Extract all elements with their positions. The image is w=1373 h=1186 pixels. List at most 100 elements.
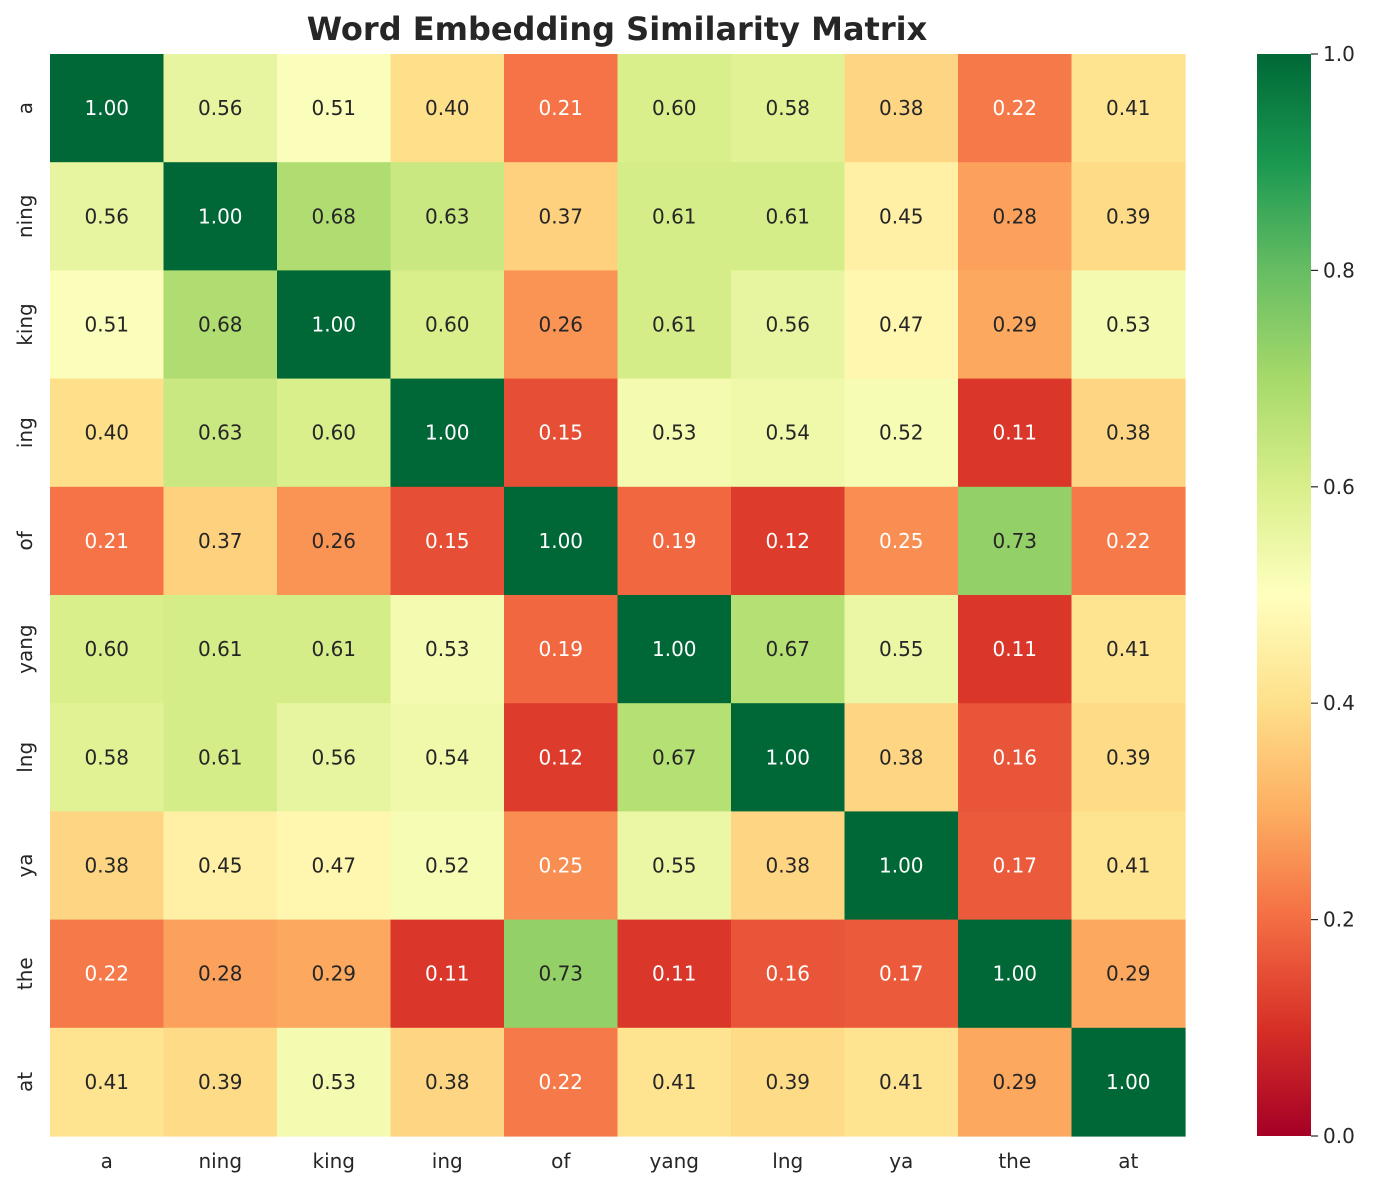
- heatmap-cell-label: 0.63: [425, 204, 470, 228]
- heatmap-cell: [277, 270, 392, 380]
- heatmap-cell-label: 0.61: [198, 637, 243, 661]
- heatmap-cell: [163, 486, 278, 596]
- heatmap-cell: [731, 811, 846, 921]
- heatmap-cell: [1071, 378, 1186, 488]
- heatmap-cell: [277, 54, 392, 163]
- heatmap-cell: [504, 54, 619, 163]
- x-tick-label: ya: [889, 1149, 913, 1173]
- heatmap-cell-label: 0.16: [992, 745, 1037, 769]
- heatmap-cell: [277, 378, 392, 488]
- heatmap-cell-label: 0.51: [84, 313, 129, 337]
- heatmap-cell-label: 1.00: [538, 529, 583, 553]
- x-axis-tick-labels: a ning king ing of yang lng ya the at: [101, 1149, 1139, 1173]
- heatmap-cell-label: 0.29: [992, 1070, 1037, 1094]
- heatmap-cell: [958, 162, 1073, 271]
- heatmap-cell-label: 0.67: [652, 745, 697, 769]
- heatmap-cell: [277, 595, 392, 704]
- heatmap-cell: [504, 811, 619, 921]
- y-tick-label: of: [13, 530, 37, 550]
- heatmap-cell-label: 0.68: [311, 204, 356, 228]
- heatmap-cell: [50, 378, 165, 488]
- heatmap-cell-label: 0.56: [765, 313, 810, 337]
- heatmap-cell: [958, 378, 1073, 488]
- heatmap-cell-label: 0.53: [652, 421, 697, 445]
- y-tick-label: yang: [13, 624, 37, 673]
- heatmap-cell-label: 1.00: [198, 204, 243, 228]
- heatmap-cell-label: 0.28: [198, 962, 243, 986]
- heatmap-cell-label: 0.67: [765, 637, 810, 661]
- heatmap-cell: [390, 811, 505, 921]
- heatmap-cell-label: 0.60: [425, 313, 470, 337]
- heatmap-cell-label: 0.21: [84, 529, 129, 553]
- heatmap-cell-label: 1.00: [1106, 1070, 1151, 1094]
- heatmap-cell-label: 0.22: [538, 1070, 583, 1094]
- heatmap-cell: [844, 162, 959, 271]
- heatmap-cell-label: 1.00: [879, 854, 924, 878]
- heatmap-cell-label: 0.29: [1106, 962, 1151, 986]
- heatmap-cell-label: 0.22: [84, 962, 129, 986]
- heatmap-cell-label: 0.45: [198, 854, 243, 878]
- heatmap-cell: [617, 162, 732, 271]
- x-tick-label: lng: [772, 1149, 803, 1173]
- heatmap-cell-label: 0.51: [311, 96, 356, 120]
- heatmap-cell-label: 0.52: [425, 854, 470, 878]
- x-tick-label: of: [551, 1149, 571, 1173]
- heatmap-cell: [277, 486, 392, 596]
- heatmap-cell: [163, 919, 278, 1029]
- heatmap-cell: [504, 1027, 619, 1137]
- heatmap-cell-label: 0.39: [198, 1070, 243, 1094]
- heatmap-cell: [958, 595, 1073, 704]
- heatmap-cell-label: 0.61: [198, 745, 243, 769]
- heatmap-cell: [844, 54, 959, 163]
- heatmap-cell-label: 0.26: [538, 313, 583, 337]
- heatmap-cell-label: 0.61: [765, 204, 810, 228]
- heatmap-cell-label: 0.28: [992, 204, 1037, 228]
- heatmap-cell-label: 0.54: [425, 745, 470, 769]
- heatmap-cell: [163, 703, 278, 812]
- heatmap-cells: 1.00 0.56 0.51 0.40 0.21 0.60 0.58 0.38 0.22 0.41…: [50, 54, 1186, 1137]
- heatmap-cell-label: 0.11: [992, 637, 1037, 661]
- heatmap-cell: [844, 1027, 959, 1137]
- heatmap-cell-label: 0.38: [879, 745, 924, 769]
- heatmap-cell: [617, 1027, 732, 1137]
- heatmap-cell-label: 0.21: [538, 96, 583, 120]
- heatmap-cell: [1071, 162, 1186, 271]
- heatmap-cell: [390, 486, 505, 596]
- heatmap-cell: [617, 54, 732, 163]
- heatmap-cell-label: 0.41: [652, 1070, 697, 1094]
- heatmap-cell-label: 0.41: [1106, 96, 1151, 120]
- heatmap-cell-label: 0.41: [84, 1070, 129, 1094]
- heatmap-cell-label: 0.38: [765, 854, 810, 878]
- heatmap-cell: [731, 378, 846, 488]
- colorbar-tick-labels: 0.0 0.2 0.4 0.6 0.8 1.0: [1311, 42, 1355, 1148]
- heatmap-cell: [504, 703, 619, 812]
- heatmap-cell: [731, 486, 846, 596]
- heatmap-cell-label: 0.61: [652, 204, 697, 228]
- heatmap-cell: [617, 919, 732, 1029]
- heatmap-cell: [390, 1027, 505, 1137]
- heatmap-cell-label: 0.41: [1106, 854, 1151, 878]
- heatmap-cell: [50, 486, 165, 596]
- heatmap-cell: [50, 919, 165, 1029]
- heatmap-cell: [390, 270, 505, 380]
- heatmap-cell-label: 0.40: [84, 421, 129, 445]
- heatmap-cell-label: 0.54: [765, 421, 810, 445]
- heatmap-cell: [731, 595, 846, 704]
- heatmap-cell-label: 0.53: [311, 1070, 356, 1094]
- x-tick-label: ning: [198, 1149, 242, 1173]
- heatmap-cell-label: 1.00: [765, 745, 810, 769]
- heatmap-cell: [617, 703, 732, 812]
- heatmap-cell-label: 0.22: [992, 96, 1037, 120]
- heatmap-cell: [731, 919, 846, 1029]
- heatmap-cell-label: 0.56: [84, 204, 129, 228]
- heatmap-cell-label: 0.26: [311, 529, 356, 553]
- heatmap-cell-label: 0.15: [538, 421, 583, 445]
- heatmap-cell: [504, 270, 619, 380]
- heatmap-cell: [504, 486, 619, 596]
- heatmap-cell: [50, 1027, 165, 1137]
- heatmap-cell-label: 0.41: [1106, 637, 1151, 661]
- heatmap-cell: [504, 162, 619, 271]
- heatmap-cell-label: 1.00: [84, 96, 129, 120]
- heatmap-cell: [1071, 703, 1186, 812]
